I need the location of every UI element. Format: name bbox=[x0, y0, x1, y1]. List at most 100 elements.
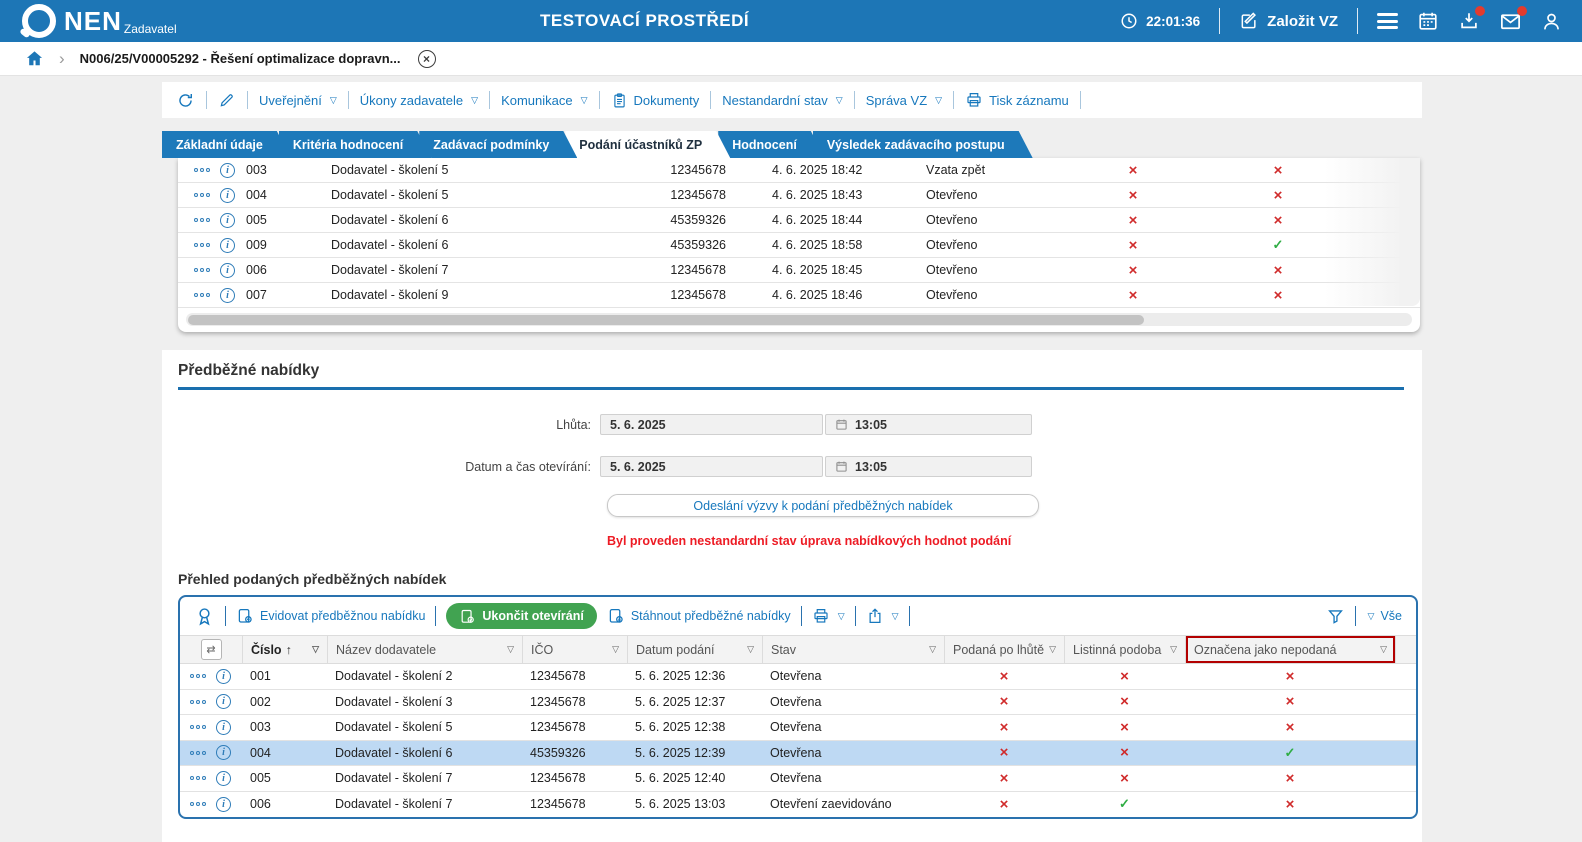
scrollbar-thumb[interactable] bbox=[188, 314, 1145, 325]
export-button[interactable]: ▽ bbox=[866, 607, 899, 625]
info-icon[interactable]: i bbox=[216, 719, 231, 735]
row-actions-icon[interactable] bbox=[190, 674, 208, 679]
user-icon[interactable] bbox=[1541, 11, 1562, 32]
cell-ico: 12345678 bbox=[530, 720, 586, 735]
edit-icon[interactable] bbox=[218, 91, 236, 109]
row-actions-icon[interactable] bbox=[194, 293, 212, 297]
submission-row[interactable]: i 003 Dodavatel - školení 5 12345678 4. … bbox=[178, 158, 1420, 183]
close-record-icon[interactable]: × bbox=[417, 49, 436, 68]
offer-row[interactable]: i 004 Dodavatel - školení 6 45359326 5. … bbox=[180, 740, 1416, 766]
offer-row[interactable]: i 001 Dodavatel - školení 2 12345678 5. … bbox=[180, 664, 1416, 690]
calendar-icon[interactable] bbox=[1417, 10, 1439, 32]
info-icon[interactable]: i bbox=[220, 287, 235, 303]
offer-row[interactable]: i 006 Dodavatel - školení 7 12345678 5. … bbox=[180, 792, 1416, 818]
menu-icon[interactable] bbox=[1377, 10, 1398, 33]
award-icon[interactable] bbox=[194, 606, 215, 627]
column-oznacena-jako-nepodana[interactable]: Označena jako nepodaná ▽ bbox=[1185, 636, 1395, 663]
row-actions-icon[interactable] bbox=[194, 193, 212, 197]
filter-vse-dropdown[interactable]: ▽ Vše bbox=[1367, 609, 1402, 623]
row-actions-icon[interactable] bbox=[190, 802, 208, 807]
tab-podani-ucastniku-zp[interactable]: Podání účastníků ZP bbox=[565, 131, 730, 158]
cell-cislo: 002 bbox=[250, 694, 271, 709]
stahnout-button[interactable]: Stáhnout předběžné nabídky bbox=[607, 607, 791, 625]
evidovat-button[interactable]: Evidovat předběžnou nabídku bbox=[236, 607, 425, 625]
row-actions-icon[interactable] bbox=[194, 268, 212, 272]
row-actions-icon[interactable] bbox=[190, 750, 208, 755]
print-table-button[interactable]: ▽ bbox=[812, 607, 845, 625]
row-actions-icon[interactable] bbox=[194, 168, 212, 172]
tab-kriteria-hodnoceni[interactable]: Kritéria hodnocení bbox=[279, 131, 431, 158]
offer-row[interactable]: i 005 Dodavatel - školení 7 12345678 5. … bbox=[180, 766, 1416, 792]
horizontal-scrollbar[interactable] bbox=[186, 313, 1412, 326]
record-title[interactable]: N006/25/V00005292 - Řešení optimalizace … bbox=[79, 51, 401, 66]
filter-dropdown-icon[interactable]: ▽ bbox=[747, 644, 754, 654]
lhuta-date-field[interactable]: 5. 6. 2025 bbox=[600, 414, 823, 435]
menu-nestandardni-stav[interactable]: Nestandardní stav ▽ bbox=[722, 92, 843, 108]
row-actions-icon[interactable] bbox=[190, 725, 208, 730]
menu-dokumenty[interactable]: Dokumenty bbox=[611, 92, 699, 109]
send-call-button[interactable]: Odeslání výzvy k podání předběžných nabí… bbox=[607, 494, 1039, 517]
offer-row[interactable]: i 002 Dodavatel - školení 3 12345678 5. … bbox=[180, 690, 1416, 715]
filter-dropdown-icon[interactable]: ▽ bbox=[507, 644, 514, 654]
column-stav[interactable]: Stav ▽ bbox=[762, 636, 944, 663]
row-actions-icon[interactable] bbox=[190, 776, 208, 781]
filter-dropdown-icon[interactable]: ▽ bbox=[1049, 644, 1056, 654]
info-icon[interactable]: i bbox=[220, 262, 235, 278]
row-actions-icon[interactable] bbox=[194, 218, 212, 222]
column-listinna-podoba[interactable]: Listinná podoba ▽ bbox=[1064, 636, 1185, 663]
inbox-download-icon[interactable] bbox=[1458, 6, 1485, 32]
menu-komunikace[interactable]: Komunikace ▽ bbox=[501, 92, 588, 108]
menu-uverejneni[interactable]: Uveřejnění ▽ bbox=[259, 92, 337, 108]
record-tabs: Základní údaje Kritéria hodnocení Zadáva… bbox=[162, 131, 1422, 158]
filter-dropdown-icon[interactable]: ▽ bbox=[1380, 644, 1387, 654]
divider bbox=[908, 606, 910, 626]
brand-name: NEN bbox=[64, 6, 122, 36]
row-actions-icon[interactable] bbox=[190, 699, 208, 704]
info-icon[interactable]: i bbox=[216, 770, 231, 786]
column-ico[interactable]: IČO ▽ bbox=[522, 636, 627, 663]
tab-zadavaci-podminky[interactable]: Zadávací podmínky bbox=[419, 131, 577, 158]
info-icon[interactable]: i bbox=[220, 187, 235, 203]
menu-ukony-zadavatele[interactable]: Úkony zadavatele ▽ bbox=[359, 92, 479, 108]
submission-row[interactable]: i 006 Dodavatel - školení 7 12345678 4. … bbox=[178, 258, 1420, 283]
tab-zakladni-udaje[interactable]: Základní údaje bbox=[162, 131, 291, 158]
info-icon[interactable]: i bbox=[220, 212, 235, 228]
row-actions-icon[interactable] bbox=[194, 243, 212, 247]
nen-logo-icon[interactable] bbox=[22, 4, 56, 38]
home-icon[interactable] bbox=[25, 49, 44, 68]
offer-row[interactable]: i 003 Dodavatel - školení 5 12345678 5. … bbox=[180, 715, 1416, 741]
column-podana-po-lhute[interactable]: Podaná po lhůtě ▽ bbox=[944, 636, 1064, 663]
submission-row[interactable]: i 009 Dodavatel - školení 6 45359326 4. … bbox=[178, 233, 1420, 258]
menu-tisk-zaznamu[interactable]: Tisk záznamu bbox=[965, 91, 1069, 109]
refresh-icon[interactable] bbox=[176, 91, 195, 110]
submission-row[interactable]: i 007 Dodavatel - školení 9 12345678 4. … bbox=[178, 283, 1420, 308]
info-icon[interactable]: i bbox=[216, 745, 231, 761]
filter-dropdown-icon[interactable]: ▽ bbox=[612, 644, 619, 654]
tab-hodnoceni[interactable]: Hodnocení bbox=[718, 131, 825, 158]
ukoncit-oteviranie-button[interactable]: Ukončit otevírání bbox=[446, 603, 597, 629]
column-datum-podani[interactable]: Datum podání ▽ bbox=[627, 636, 762, 663]
info-icon[interactable]: i bbox=[216, 694, 231, 710]
column-cislo[interactable]: Číslo ↑ ▽ bbox=[242, 636, 327, 663]
oteviranie-date-field[interactable]: 5. 6. 2025 bbox=[600, 456, 823, 477]
submission-row[interactable]: i 004 Dodavatel - školení 5 12345678 4. … bbox=[178, 183, 1420, 208]
cell-stav: Otevření zaevidováno bbox=[770, 797, 892, 812]
filter-icon[interactable] bbox=[1326, 607, 1345, 626]
info-icon[interactable]: i bbox=[220, 237, 235, 253]
tab-vysledek-zadavaciho-postupu[interactable]: Výsledek zadávacího postupu bbox=[813, 131, 1033, 158]
info-icon[interactable]: i bbox=[220, 162, 235, 178]
column-settings-icon[interactable]: ⇄ bbox=[200, 639, 222, 660]
menu-sprava-vz[interactable]: Správa VZ ▽ bbox=[865, 92, 943, 108]
oteviranie-time-field[interactable]: 13:05 bbox=[825, 456, 1032, 477]
filter-dropdown-icon[interactable]: ▽ bbox=[312, 644, 319, 654]
info-icon[interactable]: i bbox=[216, 668, 231, 684]
info-icon[interactable]: i bbox=[216, 796, 231, 812]
cell-flag2: × bbox=[1273, 211, 1283, 229]
filter-dropdown-icon[interactable]: ▽ bbox=[1170, 644, 1177, 654]
filter-dropdown-icon[interactable]: ▽ bbox=[929, 644, 936, 654]
mail-icon[interactable] bbox=[1499, 5, 1527, 33]
submission-row[interactable]: i 005 Dodavatel - školení 6 45359326 4. … bbox=[178, 208, 1420, 233]
column-nazev-dodavatele[interactable]: Název dodavatele ▽ bbox=[327, 636, 522, 663]
lhuta-time-field[interactable]: 13:05 bbox=[825, 414, 1032, 435]
create-vz-button[interactable]: Založit VZ bbox=[1239, 11, 1338, 31]
